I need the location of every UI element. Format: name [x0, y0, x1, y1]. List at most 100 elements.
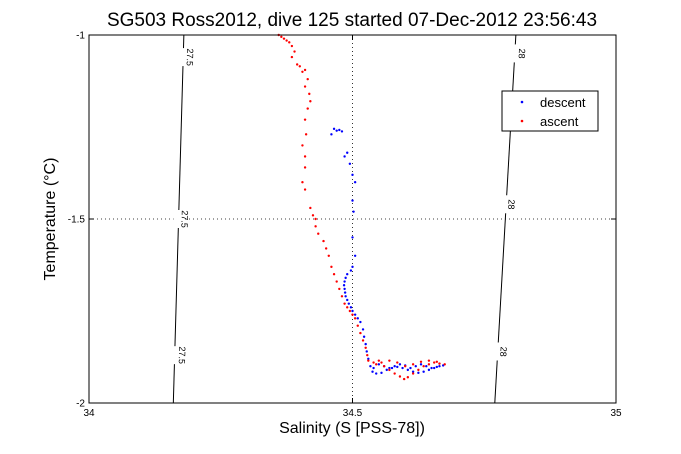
- data-point-ascent: [427, 359, 431, 362]
- density-contour-label: 28: [517, 48, 528, 59]
- data-point-ascent: [372, 361, 375, 364]
- data-point-ascent: [293, 50, 296, 53]
- data-point-descent: [411, 370, 415, 373]
- data-point-descent: [377, 363, 381, 366]
- x-tick-label: 34.5: [343, 408, 363, 419]
- data-point-descent: [330, 133, 333, 136]
- data-point-ascent: [332, 273, 336, 276]
- data-point-ascent: [356, 324, 359, 327]
- data-point-descent: [349, 306, 353, 309]
- density-contour-label: 27.5: [185, 48, 195, 66]
- data-point-descent: [380, 371, 383, 375]
- density-contour-label: 28: [506, 199, 517, 210]
- data-point-descent: [367, 357, 370, 361]
- density-contour-label-bg: [173, 210, 184, 228]
- data-point-descent: [344, 295, 347, 298]
- data-point-descent: [409, 366, 412, 370]
- data-point-descent: [401, 366, 404, 370]
- x-axis-label: Salinity (S [PSS-78]): [279, 420, 425, 437]
- data-point-descent: [351, 199, 354, 202]
- y-tick-label: -2: [76, 399, 85, 410]
- data-point-descent: [344, 276, 347, 280]
- data-point-descent: [353, 181, 357, 184]
- y-tick-label: -1.5: [68, 215, 86, 226]
- data-point-ascent: [353, 317, 357, 320]
- y-tick-label: -1: [76, 31, 85, 42]
- data-point-descent: [393, 365, 396, 368]
- data-point-ascent: [327, 254, 330, 257]
- data-point-descent: [388, 366, 391, 370]
- data-point-ascent: [322, 239, 325, 243]
- data-point-descent: [432, 366, 436, 370]
- density-contour-label: 28: [498, 346, 509, 357]
- density-contour-label-bg: [178, 48, 189, 67]
- x-tick-label: 34: [83, 408, 95, 419]
- data-point-ascent: [404, 365, 407, 368]
- data-point-descent: [372, 366, 375, 370]
- density-contour-label-bg: [492, 342, 503, 361]
- density-contour-label-bg: [170, 346, 181, 365]
- data-point-ascent: [388, 359, 391, 362]
- data-point-ascent: [309, 206, 312, 210]
- data-point-descent: [351, 173, 354, 177]
- x-tick-label: 35: [610, 408, 622, 419]
- data-point-descent: [351, 265, 354, 269]
- data-point-ascent: [411, 372, 415, 375]
- data-point-ascent: [335, 280, 338, 283]
- legend-descent-marker: [520, 100, 524, 104]
- data-point-descent: [343, 280, 346, 283]
- data-point-descent: [361, 328, 365, 331]
- data-point-descent: [346, 273, 349, 276]
- data-point-ascent: [377, 359, 381, 362]
- data-point-ascent: [314, 217, 317, 221]
- data-point-ascent: [340, 295, 344, 298]
- data-point-descent: [435, 365, 439, 369]
- data-point-descent: [371, 370, 374, 373]
- data-point-descent: [438, 365, 441, 368]
- data-point-ascent: [366, 353, 369, 357]
- chart-title: SG503 Ross2012, dive 125 started 07-Dec-…: [107, 10, 597, 31]
- data-point-ascent: [443, 363, 446, 366]
- data-point-ascent: [280, 35, 283, 39]
- data-point-descent: [338, 128, 341, 132]
- data-point-ascent: [303, 188, 307, 191]
- data-point-descent: [398, 363, 402, 366]
- data-point-descent: [369, 365, 372, 368]
- data-point-ascent: [306, 77, 309, 81]
- data-point-ascent: [298, 65, 301, 68]
- data-point-descent: [353, 254, 357, 257]
- legend: descent ascent: [501, 90, 599, 132]
- data-point-descent: [351, 309, 354, 313]
- data-point-ascent: [388, 368, 391, 372]
- data-point-ascent: [303, 68, 307, 72]
- data-point-ascent: [282, 37, 286, 40]
- data-point-descent: [385, 368, 388, 372]
- data-point-descent: [365, 350, 368, 353]
- data-point-ascent: [301, 181, 304, 184]
- data-point-descent: [343, 291, 347, 294]
- data-point-descent: [346, 298, 349, 302]
- data-point-ascent: [398, 375, 402, 378]
- data-point-ascent: [393, 372, 396, 375]
- data-point-ascent: [301, 144, 304, 147]
- data-point-ascent: [303, 166, 307, 169]
- data-point-ascent: [375, 363, 378, 366]
- data-point-descent: [364, 342, 367, 346]
- legend-ascent-label: ascent: [540, 114, 579, 129]
- data-point-ascent: [308, 92, 311, 96]
- density-contour-label: 27.5: [179, 210, 189, 228]
- data-point-ascent: [435, 360, 439, 363]
- data-points: [277, 33, 446, 381]
- data-point-descent: [425, 365, 428, 368]
- data-point-ascent: [427, 363, 431, 366]
- data-point-descent: [362, 335, 366, 338]
- data-point-ascent: [419, 360, 423, 363]
- data-point-descent: [335, 129, 338, 132]
- data-point-ascent: [330, 265, 333, 269]
- data-point-descent: [396, 365, 399, 369]
- data-point-ascent: [438, 362, 441, 365]
- legend-box: [501, 90, 599, 132]
- y-ticks: -2 -1.5 -1: [68, 31, 616, 410]
- data-point-ascent: [359, 331, 362, 335]
